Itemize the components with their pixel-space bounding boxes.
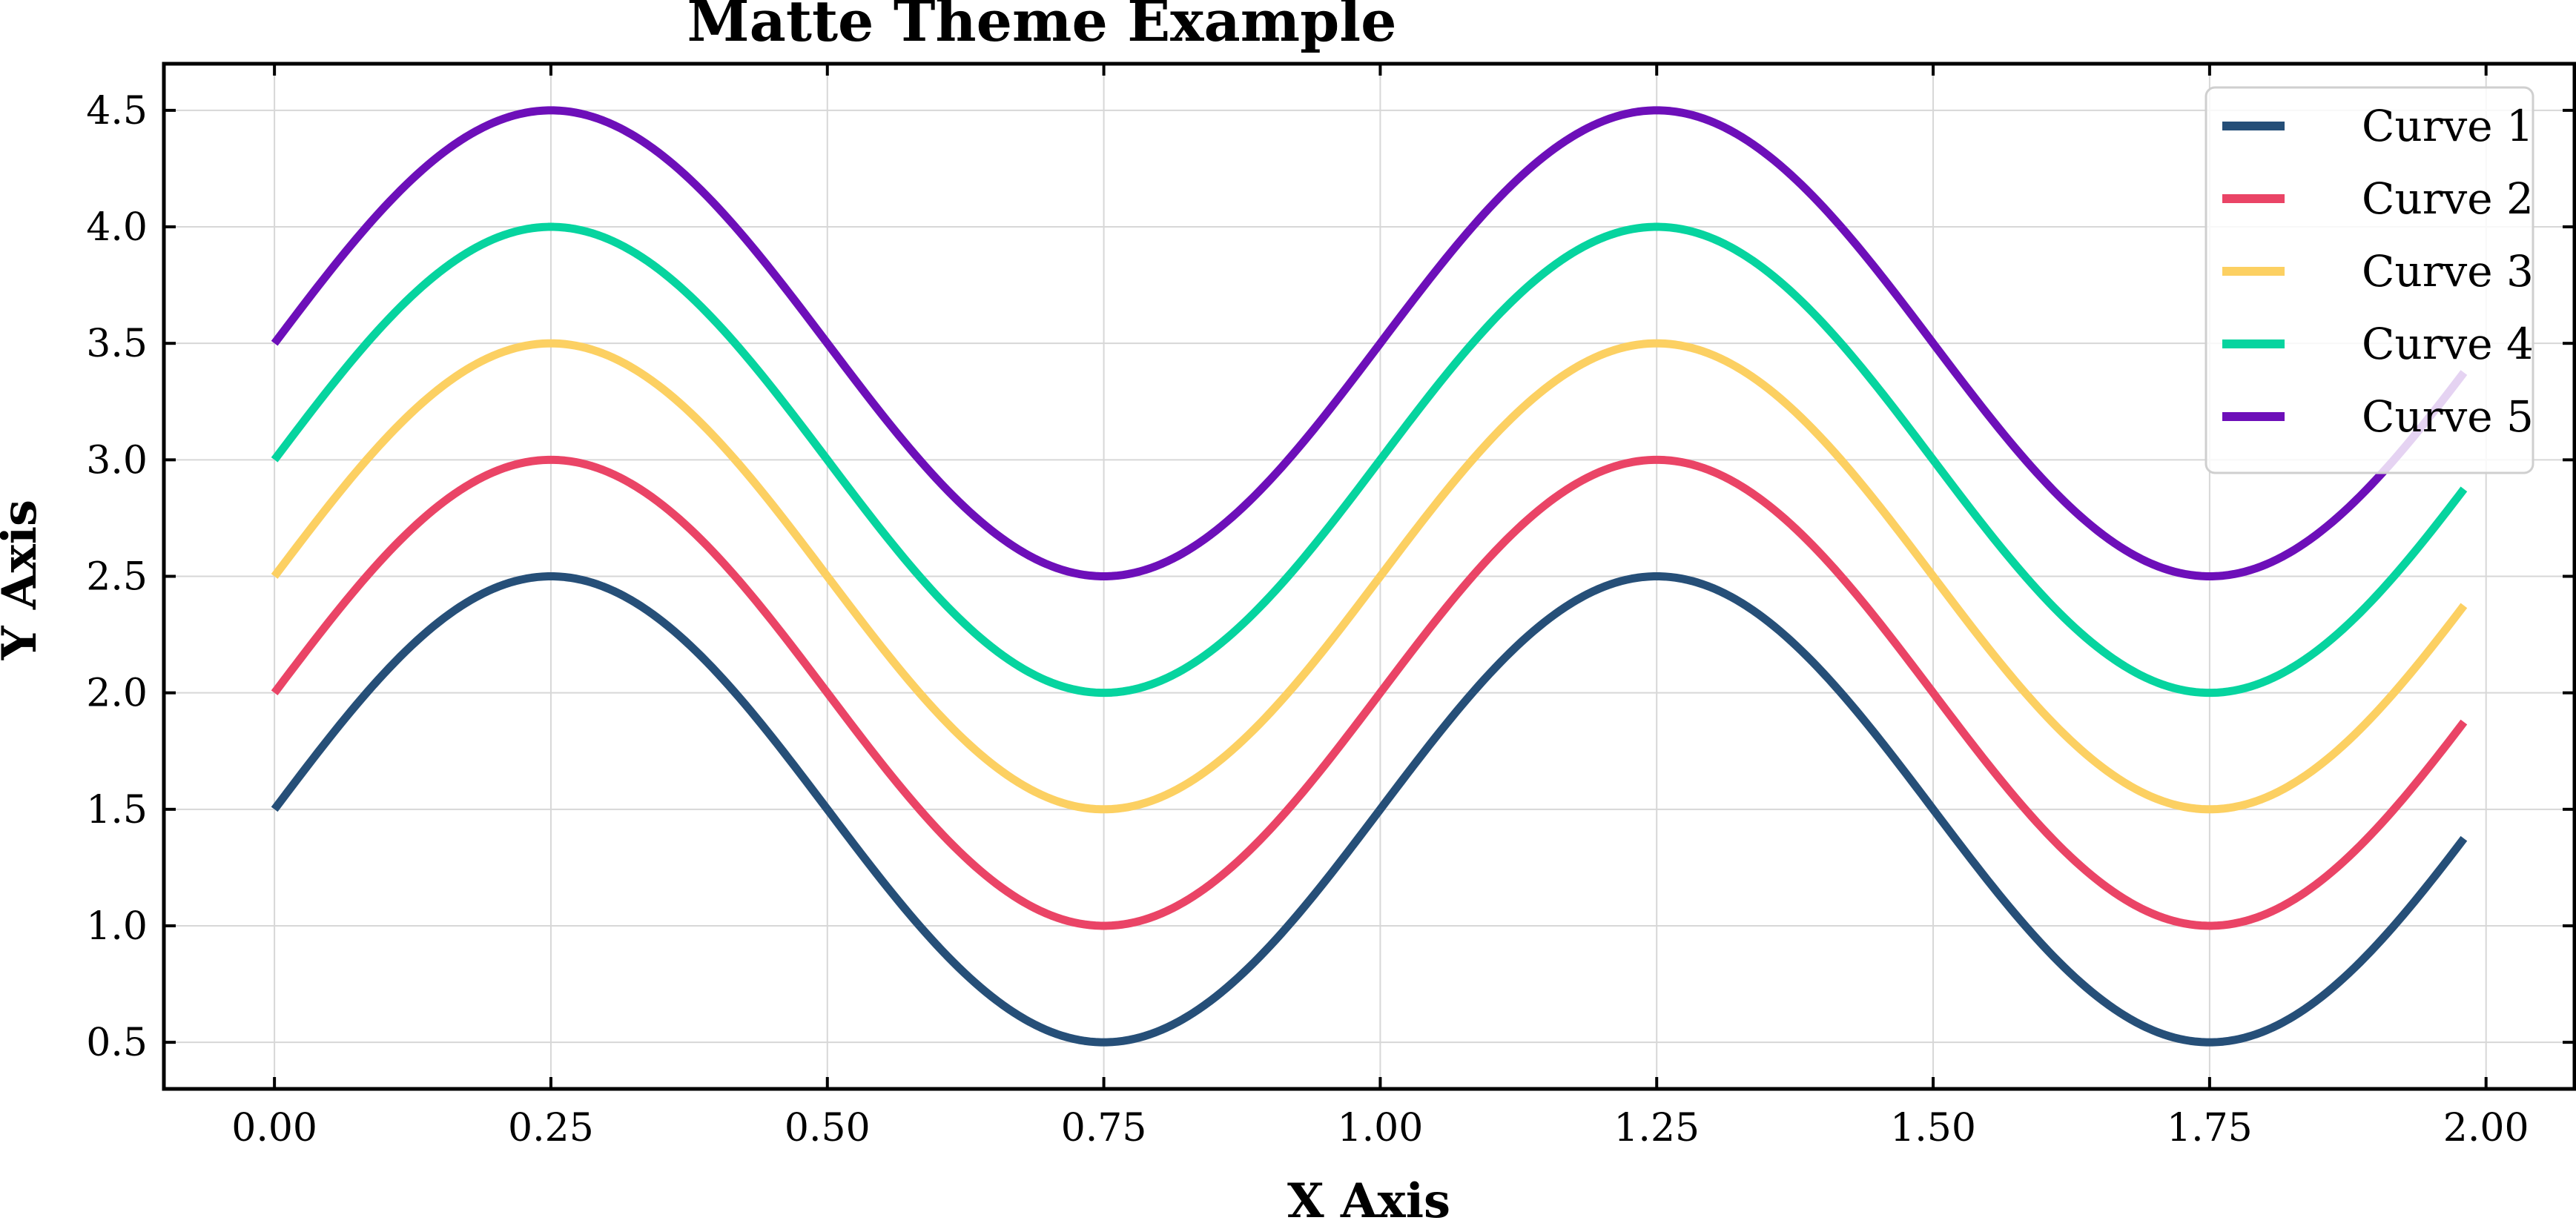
x-tick-label: 0.50 (785, 1106, 871, 1150)
y-tick-label: 4.0 (86, 205, 148, 250)
legend-label: Curve 4 (2362, 319, 2534, 369)
series-group (271, 106, 2468, 1047)
y-tick-label: 0.5 (86, 1021, 148, 1065)
axis-ticks: 0.00 0.25 0.50 0.75 1.00 1.25 1.50 1.75 2.00 0.5 1… (86, 64, 2575, 1150)
x-tick-label: 1.75 (2167, 1106, 2253, 1150)
x-tick-label: 2.00 (2443, 1106, 2529, 1150)
y-tick-label: 3.0 (86, 438, 148, 483)
legend-label: Curve 3 (2362, 246, 2534, 297)
y-tick-label: 1.5 (86, 788, 148, 832)
x-tick-label: 0.25 (508, 1106, 594, 1150)
x-axis-label: X Axis (1287, 1173, 1450, 1229)
legend-label: Curve 5 (2362, 391, 2534, 442)
y-tick-label: 2.5 (86, 555, 148, 600)
y-tick-label: 1.0 (86, 904, 148, 949)
series-line-curve-3 (271, 339, 2468, 814)
legend: Curve 1 Curve 2 Curve 3 Curve 4 Curve 5 (2205, 86, 2534, 474)
legend-box (2205, 86, 2534, 474)
legend-label: Curve 2 (2362, 173, 2534, 224)
y-axis-label: Y Axis (0, 500, 47, 660)
y-tick-label: 3.5 (86, 322, 148, 366)
x-tick-label: 0.00 (231, 1106, 317, 1150)
series-line-curve-4 (271, 222, 2468, 698)
y-tick-label: 4.5 (86, 89, 148, 133)
series-line-curve-5 (271, 106, 2468, 580)
series-line-curve-1 (271, 572, 2468, 1047)
chart-title: Matte Theme Example (687, 0, 1396, 54)
legend-label: Curve 1 (2362, 101, 2534, 151)
x-tick-label: 1.00 (1338, 1106, 1424, 1150)
x-tick-label: 1.25 (1614, 1106, 1700, 1150)
series-line-curve-2 (271, 455, 2468, 930)
x-tick-label: 0.75 (1061, 1106, 1147, 1150)
x-tick-label: 1.50 (1890, 1106, 1976, 1150)
y-tick-label: 2.0 (86, 672, 148, 716)
